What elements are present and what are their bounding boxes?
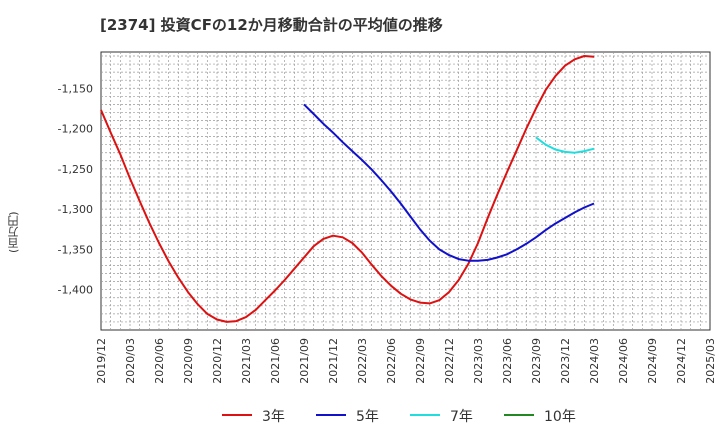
x-tick-label: 2023/09	[530, 338, 543, 384]
x-tick-label: 2020/12	[211, 338, 224, 384]
x-tick-label: 2025/03	[704, 338, 717, 384]
x-tick-label: 2021/06	[269, 338, 282, 384]
chart-title: [2374] 投資CFの12か月移動合計の平均値の推移	[100, 16, 443, 34]
legend-label: 3年	[262, 409, 285, 425]
legend: 3年 5年 7年 10年	[0, 404, 720, 426]
x-tick-label: 2024/12	[675, 338, 688, 384]
series-line-5年	[303, 103, 595, 262]
x-tick-label: 2021/09	[298, 338, 311, 384]
series-lines	[100, 55, 595, 323]
x-tick-label: 2023/12	[559, 338, 572, 384]
plot-area	[100, 51, 711, 331]
x-tick-label: 2020/03	[124, 338, 137, 384]
x-tick-label: 2020/06	[153, 338, 166, 384]
x-tick-label: 2022/06	[385, 338, 398, 384]
y-tick-label: -1,250	[58, 163, 93, 176]
series-line-3年	[100, 55, 595, 323]
series-line-7年	[535, 136, 595, 154]
legend-label: 5年	[356, 409, 379, 425]
x-tick-label: 2021/12	[327, 338, 340, 384]
y-tick-label: -1,400	[58, 284, 93, 297]
x-tick-label: 2024/09	[646, 338, 659, 384]
legend-swatch	[222, 414, 252, 416]
x-tick-labels: 2019/12 2020/03 2020/06 2020/09 2020/12 2021/…	[95, 338, 717, 384]
y-tick-label: -1,300	[58, 203, 93, 216]
y-tick-labels: -1,150 -1,200 -1,250 -1,300 -1,350 -1,400	[58, 82, 93, 296]
legend-label: 10年	[544, 409, 576, 425]
legend-label: 7年	[450, 409, 473, 425]
y-tick-label: -1,150	[58, 82, 93, 95]
grid-lines	[101, 52, 710, 330]
legend-swatch	[504, 414, 534, 416]
x-tick-label: 2022/09	[414, 338, 427, 384]
x-tick-label: 2024/06	[617, 338, 630, 384]
y-tick-label: -1,350	[58, 243, 93, 256]
x-tick-label: 2019/12	[95, 338, 108, 384]
legend-swatch	[316, 414, 346, 416]
x-tick-label: 2022/12	[443, 338, 456, 384]
x-tick-label: 2023/06	[501, 338, 514, 384]
x-tick-label: 2024/03	[588, 338, 601, 384]
legend-swatch	[410, 414, 440, 416]
x-tick-label: 2023/03	[472, 338, 485, 384]
x-tick-label: 2022/03	[356, 338, 369, 384]
x-tick-label: 2020/09	[182, 338, 195, 384]
y-tick-label: -1,200	[58, 123, 93, 136]
x-tick-label: 2021/03	[240, 338, 253, 384]
